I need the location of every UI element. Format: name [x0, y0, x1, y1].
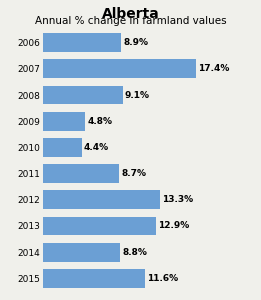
Text: 8.8%: 8.8%	[122, 248, 147, 256]
Bar	[43, 269, 145, 288]
Text: Annual % change in farmland values: Annual % change in farmland values	[35, 16, 226, 26]
Text: 17.4%: 17.4%	[198, 64, 229, 74]
Text: 4.4%: 4.4%	[84, 143, 109, 152]
Bar	[43, 112, 85, 131]
Text: 9.1%: 9.1%	[125, 91, 150, 100]
Text: 13.3%: 13.3%	[162, 195, 193, 204]
Bar	[43, 138, 82, 157]
Text: 11.6%: 11.6%	[147, 274, 178, 283]
Bar	[43, 190, 160, 209]
Text: Alberta: Alberta	[102, 8, 159, 22]
Text: 8.7%: 8.7%	[121, 169, 146, 178]
Bar	[43, 59, 195, 78]
Text: 12.9%: 12.9%	[158, 221, 189, 230]
Bar	[43, 217, 156, 236]
Bar	[43, 243, 120, 262]
Text: 8.9%: 8.9%	[123, 38, 148, 47]
Bar	[43, 164, 119, 183]
Text: 4.8%: 4.8%	[87, 117, 112, 126]
Bar	[43, 33, 121, 52]
Bar	[43, 85, 123, 104]
